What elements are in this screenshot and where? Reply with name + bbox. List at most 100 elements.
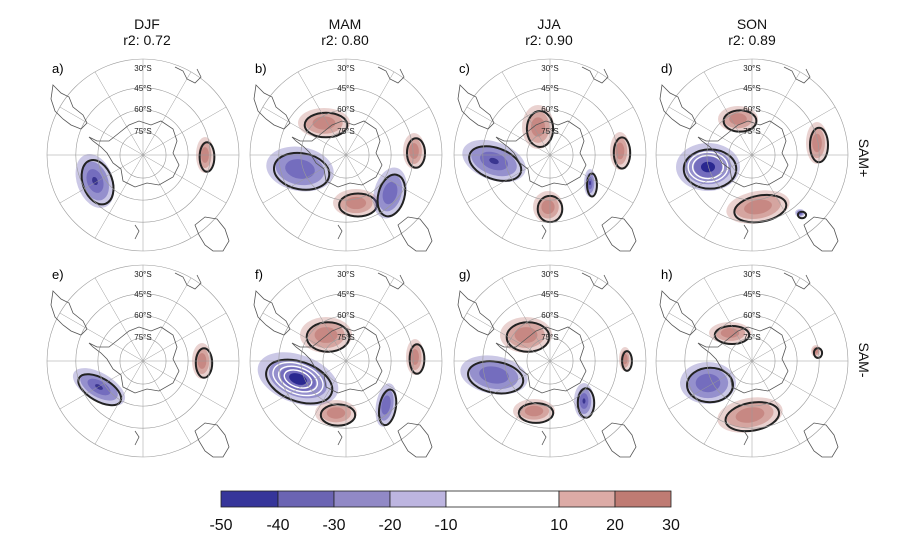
coastline: [541, 224, 547, 240]
latitude-label: 75°S: [541, 333, 558, 342]
map-panel-2: 30°S 45°S 60°S 75°S b): [249, 58, 443, 252]
colorbar-tick-label: -20: [378, 517, 401, 534]
latitude-label: 60°S: [134, 311, 151, 320]
coastline: [783, 66, 811, 84]
coastline: [253, 84, 291, 130]
positive-anomaly: [315, 400, 357, 427]
positive-anomaly: [811, 345, 824, 359]
latitude-label: 45°S: [337, 84, 354, 93]
colorbar-tick-label: -30: [322, 517, 345, 534]
positive-anomaly: [806, 122, 830, 164]
negative-anomaly: [266, 146, 334, 192]
latitude-label: 75°S: [743, 127, 760, 136]
latitude-label: 30°S: [134, 270, 151, 279]
colorbar-segment: [333, 490, 391, 508]
panel-letter: f): [255, 267, 263, 282]
colorbar-segment: [277, 490, 335, 508]
coastline: [743, 430, 749, 446]
map-panel-7: 30°S 45°S 60°S 75°S g): [453, 264, 647, 458]
positive-anomaly: [533, 191, 564, 224]
coastline: [291, 326, 383, 394]
coastline: [397, 422, 433, 458]
positive-anomaly: [717, 397, 783, 433]
panel-letter: b): [255, 61, 267, 76]
r2-label: r2: 0.90: [525, 32, 573, 48]
panel-letter: d): [661, 61, 673, 76]
latitude-label: 75°S: [134, 333, 151, 342]
latitude-label: 30°S: [134, 64, 151, 73]
latitude-label: 30°S: [337, 64, 354, 73]
coastline: [377, 272, 405, 290]
latitude-label: 45°S: [541, 84, 558, 93]
coastline: [697, 120, 789, 188]
latitude-label: 60°S: [337, 105, 354, 114]
column-title-mam: MAM r2: 0.80: [265, 16, 425, 48]
positive-anomaly: [513, 399, 555, 424]
latitude-label: 45°S: [134, 290, 151, 299]
positive-anomaly: [300, 317, 352, 353]
map-panel-4: 30°S 45°S 60°S 75°S d): [655, 58, 849, 252]
positive-anomaly: [718, 106, 758, 133]
column-title-djf: DJF r2: 0.72: [67, 16, 227, 48]
coastline: [88, 326, 180, 394]
positive-anomaly: [406, 339, 426, 375]
coastline: [495, 120, 587, 188]
coastline: [495, 326, 587, 394]
map-panel-8: 30°S 45°S 60°S 75°S h): [655, 264, 849, 458]
latitude-label: 60°S: [134, 105, 151, 114]
colorbar-segment: [220, 490, 279, 508]
coastline: [194, 422, 230, 458]
latitude-label: 30°S: [337, 270, 354, 279]
latitude-label: 45°S: [134, 84, 151, 93]
positive-anomaly: [619, 347, 633, 372]
negative-anomaly: [460, 355, 528, 395]
coastline: [783, 272, 811, 290]
latitude-label: 30°S: [743, 64, 760, 73]
coastline: [743, 224, 749, 240]
colorbar-segment: [614, 490, 672, 508]
coastline: [337, 430, 343, 446]
panel-letter: g): [459, 267, 471, 282]
negative-anomaly: [257, 352, 339, 406]
negative-anomaly: [462, 139, 526, 183]
negative-anomaly: [72, 368, 126, 407]
positive-anomaly: [610, 132, 632, 170]
coastline: [457, 290, 495, 336]
latitude-label: 60°S: [743, 311, 760, 320]
latitude-label: 60°S: [541, 105, 558, 114]
coastline: [659, 84, 697, 130]
column-title-son: SON r2: 0.89: [672, 16, 832, 48]
coastline: [174, 272, 202, 290]
r2-label: r2: 0.80: [321, 32, 369, 48]
coastline: [803, 216, 839, 252]
coastline: [601, 422, 637, 458]
column-title-jja: JJA r2: 0.90: [469, 16, 629, 48]
coastline: [457, 84, 495, 130]
latitude-label: 75°S: [743, 333, 760, 342]
latitude-label: 30°S: [541, 64, 558, 73]
latitude-label: 45°S: [337, 290, 354, 299]
panel-letter: a): [52, 61, 64, 76]
coastline: [174, 66, 202, 84]
colorbar-segment: [389, 490, 447, 508]
season-label: DJF: [134, 16, 160, 32]
negative-anomaly: [75, 153, 115, 209]
season-label: SON: [736, 16, 768, 32]
panel-letter: h): [661, 267, 673, 282]
negative-anomaly: [373, 167, 407, 219]
negative-anomaly: [574, 383, 596, 419]
colorbar-tick-label: -40: [266, 517, 289, 534]
negative-anomaly: [584, 169, 598, 198]
positive-anomaly: [726, 190, 790, 224]
latitude-label: 75°S: [134, 127, 151, 136]
negative-anomaly: [375, 383, 398, 427]
coastline: [50, 84, 88, 130]
colorbar-tick-label: -50: [209, 517, 232, 534]
positive-anomaly: [403, 133, 427, 169]
latitude-label: 60°S: [743, 105, 760, 114]
latitude-label: 45°S: [743, 290, 760, 299]
coastline: [659, 290, 697, 336]
coastline: [601, 216, 637, 252]
colorbar-segment: [445, 490, 560, 508]
